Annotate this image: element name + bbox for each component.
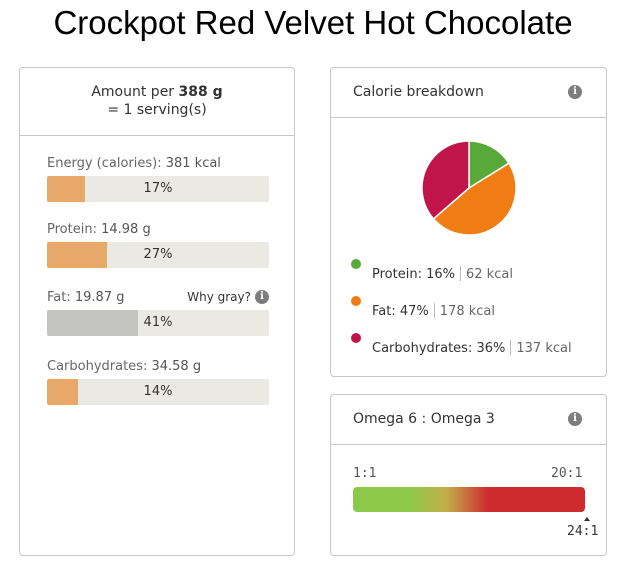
legend-kcal: 178 kcal: [439, 304, 495, 319]
legend-dot: [351, 296, 361, 306]
nutrient-label: Carbohydrates:: [47, 359, 148, 374]
legend-item-carbohydrates: Carbohydrates: 36% 137 kcal: [351, 333, 572, 356]
percent-fill: [47, 242, 107, 268]
panel-title: Calorie breakdown: [353, 84, 484, 100]
info-icon[interactable]: i: [568, 85, 582, 99]
legend-label: Carbohydrates:: [372, 341, 473, 356]
nutrient-row-fat: Fat: 19.87 g Why gray? i 41%: [47, 290, 269, 336]
percent-text: 14%: [143, 384, 173, 399]
percent-text: 41%: [143, 315, 173, 330]
nutrient-value: 381 kcal: [165, 156, 221, 171]
percent-bar: 17%: [47, 176, 269, 202]
why-gray-link[interactable]: Why gray? i: [187, 290, 269, 304]
legend-pct: 16%: [426, 267, 455, 282]
nutrient-value: 19.87 g: [74, 290, 125, 305]
percent-text: 27%: [143, 247, 173, 262]
legend-item-protein: Protein: 16% 62 kcal: [351, 259, 513, 282]
legend-pct: 36%: [476, 341, 506, 356]
ratio-value: 24:1: [567, 524, 599, 539]
serving-amount: Amount per 388 g = 1 serving(s): [20, 68, 294, 136]
legend-label: Protein:: [372, 267, 422, 282]
percent-fill: [47, 176, 85, 202]
percent-bar: 27%: [47, 242, 269, 268]
amount-prefix: Amount per: [91, 84, 179, 100]
nutrient-row-carbohydrates: Carbohydrates: 34.58 g 14%: [47, 359, 269, 405]
panel-title: Omega 6 : Omega 3: [353, 411, 495, 427]
omega-ratio-panel: Omega 6 : Omega 3 i 1:1 20:1 24:1: [330, 394, 607, 556]
info-icon[interactable]: i: [568, 412, 582, 426]
legend-kcal: 62 kcal: [466, 267, 513, 282]
nutrient-label: Fat:: [47, 290, 71, 305]
nutrient-label: Protein:: [47, 222, 97, 237]
amount-value: 388 g: [178, 84, 223, 100]
omega-ratio-bar: [353, 487, 585, 512]
servings-text: = 1 serving(s): [107, 102, 207, 118]
scale-min-label: 1:1: [353, 466, 377, 481]
percent-bar: 41%: [47, 310, 269, 336]
scale-max-label: 20:1: [551, 466, 583, 481]
pie-slice-fat: [432, 162, 517, 236]
legend-dot: [351, 259, 361, 269]
percent-fill: [47, 379, 79, 405]
percent-text: 17%: [143, 181, 173, 196]
percent-bar: 14%: [47, 379, 269, 405]
percent-fill: [47, 310, 139, 336]
legend-label: Fat:: [372, 304, 396, 319]
legend-dot: [351, 333, 361, 343]
nutrient-row-energy: Energy (calories): 381 kcal 17%: [47, 156, 269, 202]
calorie-pie-chart: [421, 140, 517, 236]
nutrient-label: Energy (calories):: [47, 156, 162, 171]
legend-kcal: 137 kcal: [516, 341, 572, 356]
panel-header: Omega 6 : Omega 3 i: [331, 395, 606, 445]
nutrient-row-protein: Protein: 14.98 g 27%: [47, 222, 269, 268]
nutrient-value: 14.98 g: [101, 222, 151, 237]
nutrition-panel: Amount per 388 g = 1 serving(s) Energy (…: [19, 67, 295, 556]
legend-pct: 47%: [399, 304, 429, 319]
pie-slice-carbohydrates: [421, 140, 470, 220]
why-gray-label: Why gray?: [187, 290, 251, 304]
panel-header: Calorie breakdown i: [331, 68, 606, 118]
ratio-marker-icon: [584, 517, 590, 521]
pie-slice-protein: [468, 140, 510, 190]
page-title: Crockpot Red Velvet Hot Chocolate: [53, 4, 573, 41]
info-icon[interactable]: i: [255, 290, 269, 304]
nutrient-value: 34.58 g: [151, 359, 202, 374]
calorie-breakdown-panel: Calorie breakdown i Protein: 16% 62 kcal …: [330, 67, 607, 377]
legend-item-fat: Fat: 47% 178 kcal: [351, 296, 495, 319]
